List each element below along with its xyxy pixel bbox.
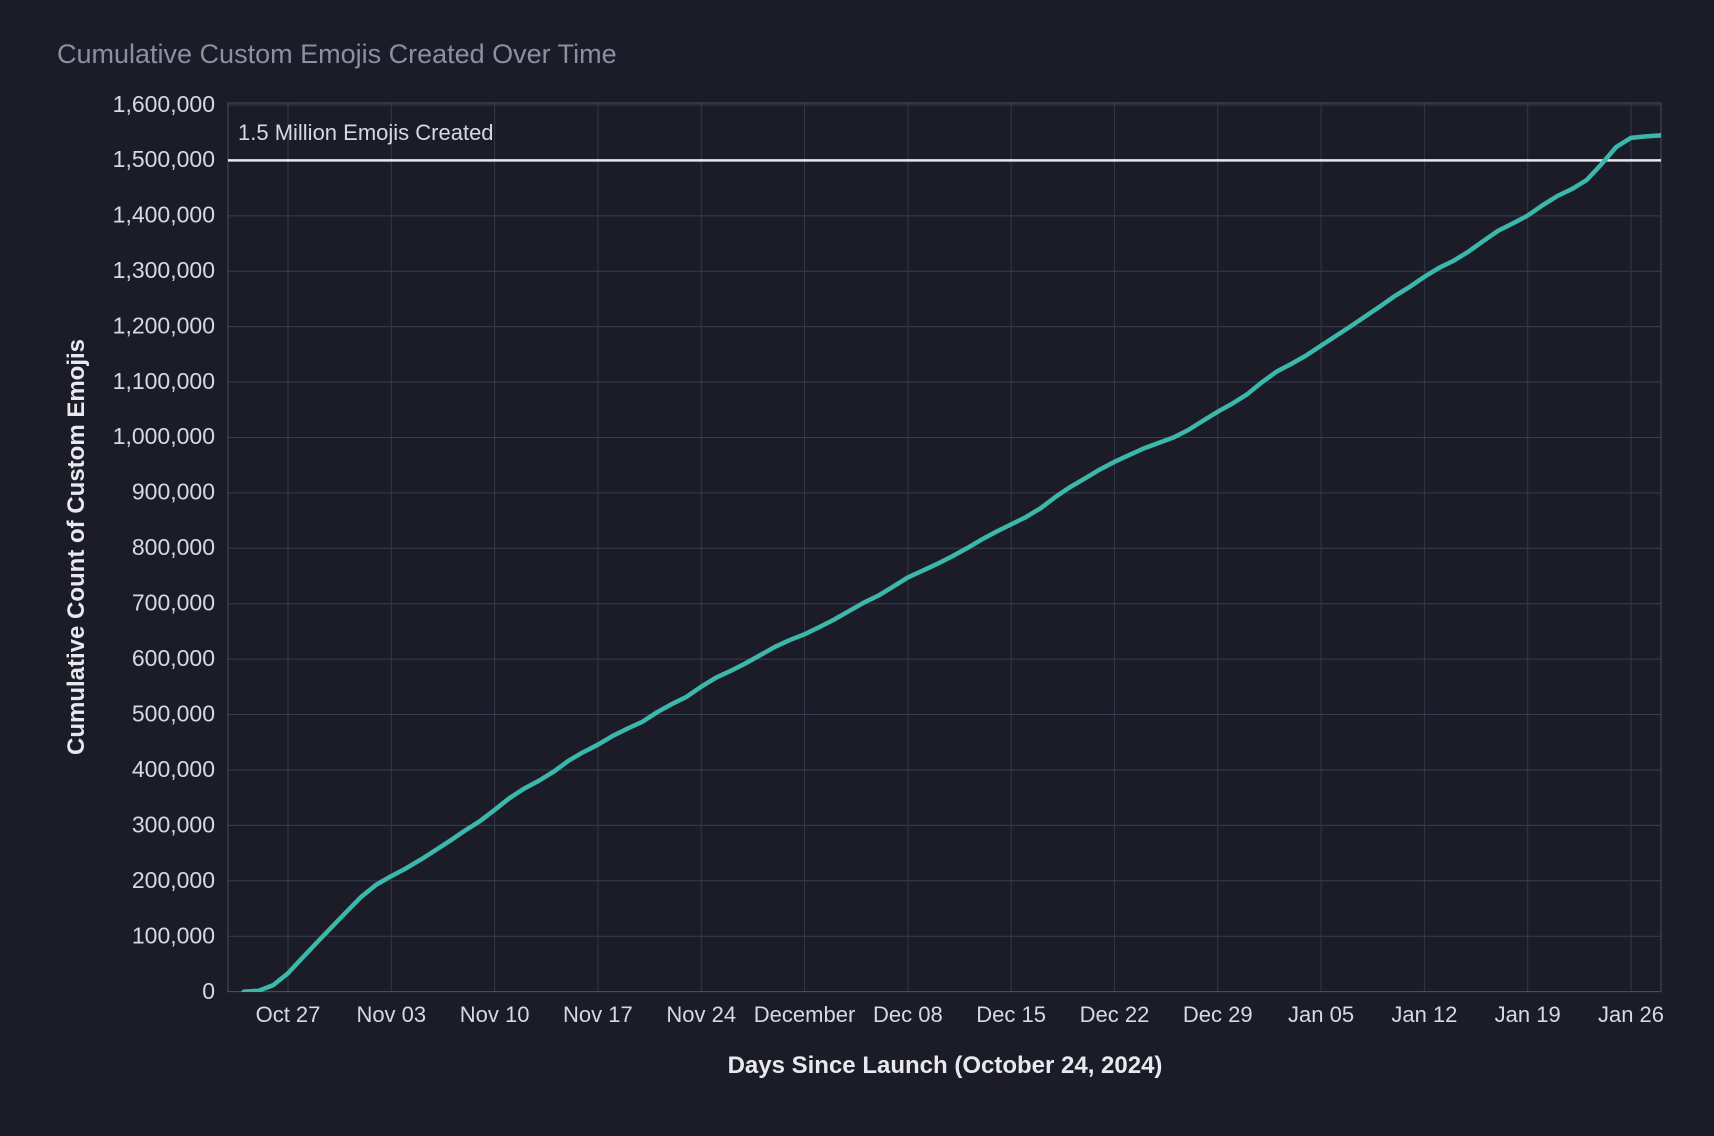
svg-text:Jan 26: Jan 26 (1598, 1002, 1664, 1027)
svg-text:Oct 27: Oct 27 (256, 1002, 321, 1027)
svg-text:Nov 03: Nov 03 (356, 1002, 426, 1027)
svg-text:900,000: 900,000 (132, 479, 215, 505)
svg-text:Dec 22: Dec 22 (1080, 1002, 1150, 1027)
svg-text:1,000,000: 1,000,000 (113, 423, 215, 449)
svg-text:Days Since Launch (October 24,: Days Since Launch (October 24, 2024) (728, 1052, 1163, 1079)
svg-text:700,000: 700,000 (132, 590, 215, 616)
svg-text:0: 0 (202, 978, 215, 1004)
svg-text:800,000: 800,000 (132, 534, 215, 560)
svg-text:1,500,000: 1,500,000 (113, 146, 215, 172)
svg-text:Jan 05: Jan 05 (1288, 1002, 1354, 1027)
svg-text:100,000: 100,000 (132, 923, 215, 949)
svg-text:Jan 19: Jan 19 (1495, 1002, 1561, 1027)
svg-text:Nov 17: Nov 17 (563, 1002, 633, 1027)
svg-text:600,000: 600,000 (132, 645, 215, 671)
svg-text:Nov 24: Nov 24 (666, 1002, 736, 1027)
svg-text:Dec 29: Dec 29 (1183, 1002, 1253, 1027)
svg-text:500,000: 500,000 (132, 701, 215, 727)
svg-text:Jan 12: Jan 12 (1391, 1002, 1457, 1027)
svg-text:200,000: 200,000 (132, 867, 215, 893)
svg-text:Cumulative Custom Emojis Creat: Cumulative Custom Emojis Created Over Ti… (57, 39, 617, 69)
svg-text:1,400,000: 1,400,000 (113, 202, 215, 228)
svg-text:Nov 10: Nov 10 (460, 1002, 530, 1027)
svg-text:1,200,000: 1,200,000 (113, 313, 215, 339)
svg-text:1,300,000: 1,300,000 (113, 257, 215, 283)
svg-text:Cumulative Count of Custom Emo: Cumulative Count of Custom Emojis (63, 339, 90, 755)
svg-text:300,000: 300,000 (132, 812, 215, 838)
svg-text:1,100,000: 1,100,000 (113, 368, 215, 394)
svg-text:400,000: 400,000 (132, 756, 215, 782)
svg-text:Dec 08: Dec 08 (873, 1002, 943, 1027)
svg-text:1,600,000: 1,600,000 (113, 91, 215, 117)
svg-text:1.5 Million Emojis Created: 1.5 Million Emojis Created (238, 120, 494, 145)
svg-text:December: December (754, 1002, 855, 1027)
svg-text:Dec 15: Dec 15 (976, 1002, 1046, 1027)
